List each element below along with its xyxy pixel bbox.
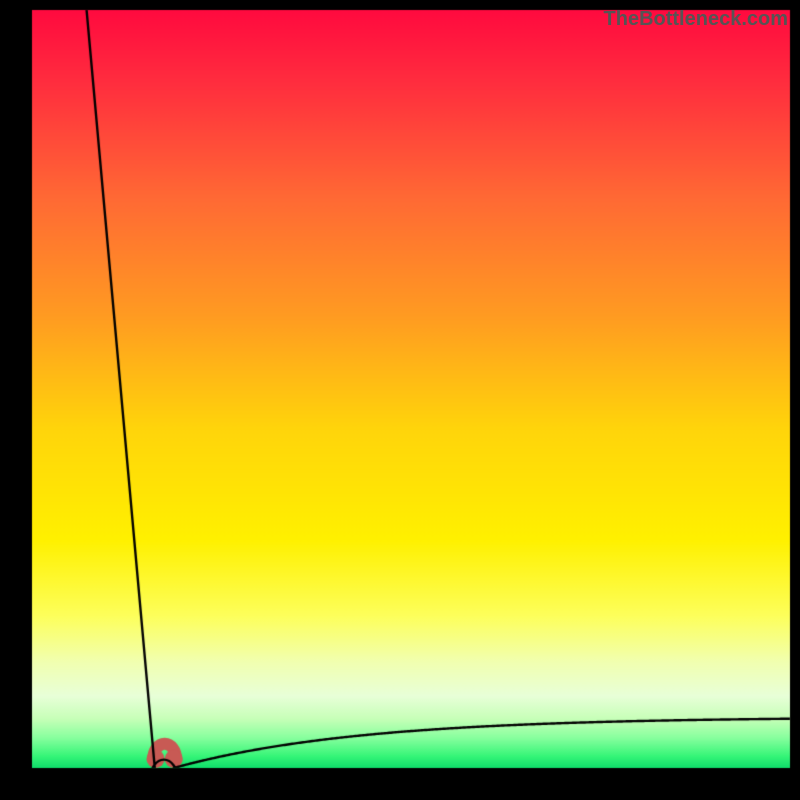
bottleneck-curve: [0, 0, 800, 800]
bottleneck-chart: TheBottleneck.com: [0, 0, 800, 800]
watermark-text: TheBottleneck.com: [604, 8, 788, 31]
